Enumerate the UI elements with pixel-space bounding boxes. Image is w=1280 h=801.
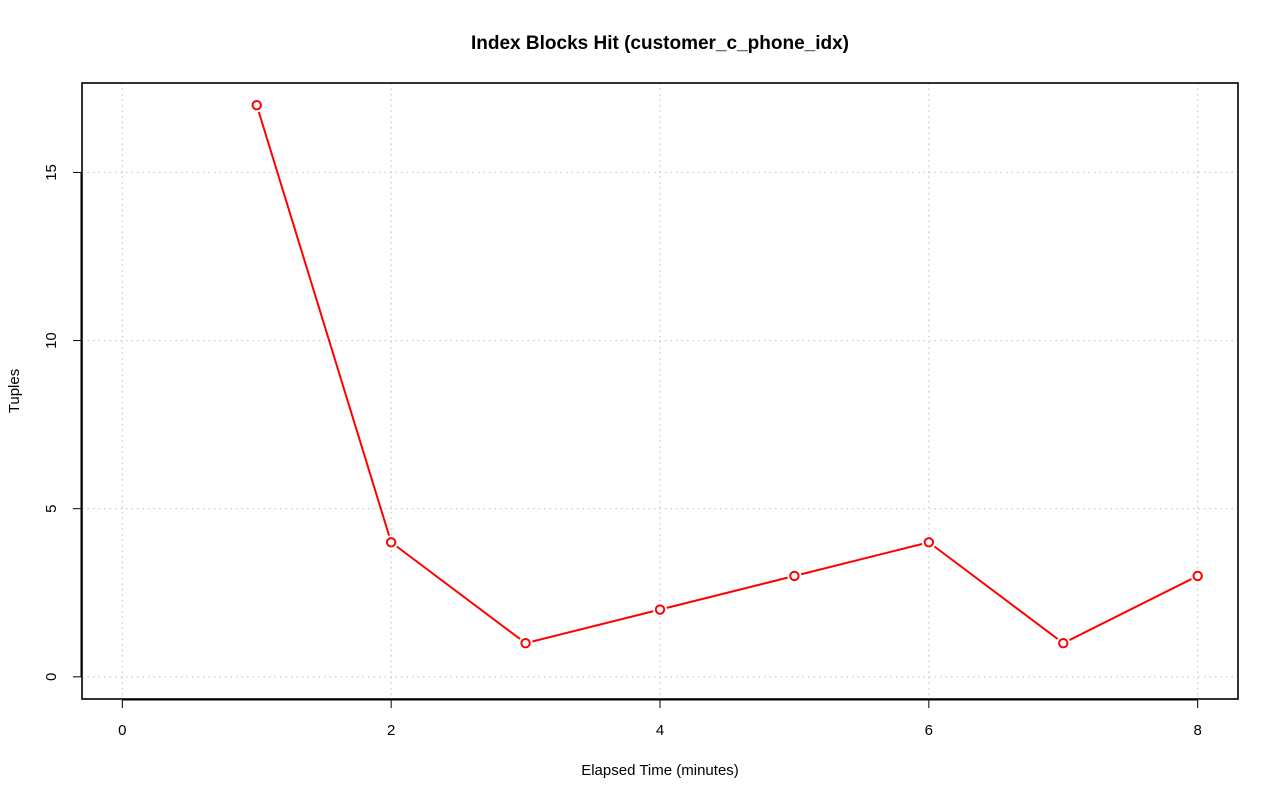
x-axis-label: Elapsed Time (minutes) bbox=[581, 762, 739, 779]
series-0-point-5 bbox=[923, 537, 935, 548]
y-tick-label-1: 5 bbox=[43, 505, 60, 513]
series-0-segment-4 bbox=[800, 543, 923, 576]
series-0-segment-0 bbox=[257, 111, 391, 536]
series-0-point-2 bbox=[520, 637, 531, 649]
y-tick-label-0: 0 bbox=[43, 673, 60, 681]
series-0-point-4 bbox=[789, 570, 800, 582]
x-tick-label-3: 6 bbox=[925, 722, 933, 739]
series-0-segment-5 bbox=[933, 545, 1059, 640]
y-tick-label-2: 10 bbox=[43, 332, 60, 349]
series-0-point-3 bbox=[654, 604, 666, 615]
series-0-segment-1 bbox=[396, 545, 521, 640]
series-0-segment-2 bbox=[532, 610, 654, 643]
y-axis-label: Tuples bbox=[6, 369, 23, 413]
series-0-point-7 bbox=[1192, 570, 1203, 582]
series-0-segment-6 bbox=[1069, 578, 1192, 641]
chart-title: Index Blocks Hit (customer_c_phone_idx) bbox=[471, 33, 849, 54]
series-0-segment-3 bbox=[666, 576, 788, 609]
series-0-point-0 bbox=[251, 99, 262, 111]
x-tick-label-1: 2 bbox=[387, 722, 395, 739]
y-tick-label-3: 15 bbox=[43, 164, 60, 181]
x-tick-label-0: 0 bbox=[118, 722, 126, 739]
x-tick-label-2: 4 bbox=[656, 722, 664, 739]
series-0-point-1 bbox=[385, 537, 397, 548]
plot-frame bbox=[81, 82, 1239, 700]
axis-layer: 0 2 4 6 8 0 5 10 15 bbox=[43, 164, 1202, 739]
x-tick-label-4: 8 bbox=[1194, 722, 1202, 739]
data-layer bbox=[251, 99, 1203, 649]
grid-layer bbox=[82, 83, 1238, 699]
series-0-point-6 bbox=[1058, 637, 1069, 649]
